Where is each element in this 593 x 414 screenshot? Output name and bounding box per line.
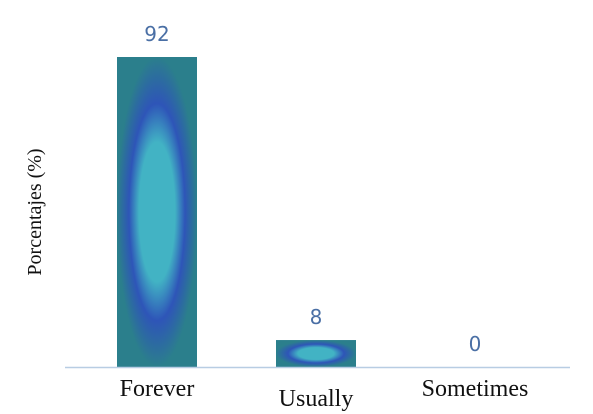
data-label-sometimes: 0 [469, 332, 482, 356]
bars-layer [117, 57, 356, 367]
bar-usually [276, 340, 356, 367]
bar-forever [117, 57, 197, 367]
y-axis-title: Porcentajes (%) [24, 148, 46, 275]
x-tick-label-forever: Forever [120, 376, 195, 402]
labels-layer: 92 Forever 8 Usually 0 Sometimes [120, 22, 529, 412]
x-tick-label-usually: Usually [279, 386, 354, 412]
data-label-usually: 8 [310, 305, 323, 329]
data-label-forever: 92 [144, 22, 169, 46]
x-tick-label-sometimes: Sometimes [422, 376, 529, 402]
